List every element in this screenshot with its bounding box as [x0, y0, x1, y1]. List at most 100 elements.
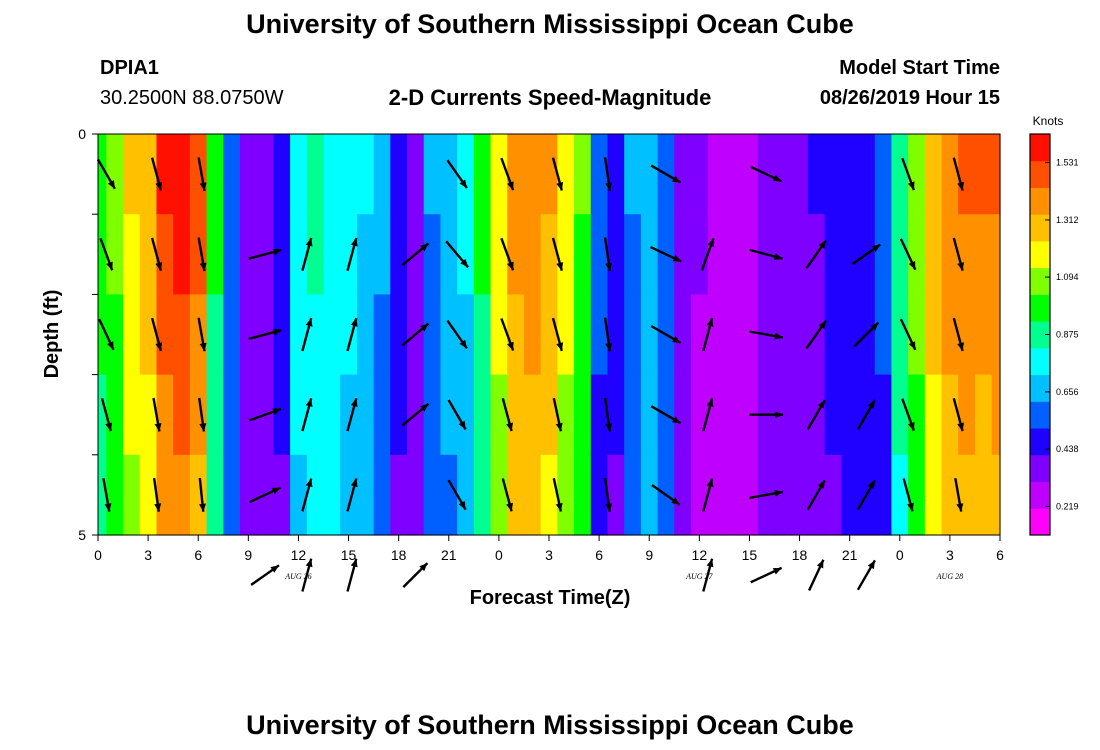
model-start-time: 08/26/2019 Hour 15	[819, 87, 1000, 109]
colorbar-tick-label: 0.219	[1056, 501, 1079, 511]
heat-cell	[98, 454, 107, 536]
colorbar-tick-label: 1.312	[1056, 215, 1079, 225]
colorbar-tick-label: 0.438	[1056, 444, 1079, 454]
current-arrow	[446, 159, 468, 189]
heat-cell	[340, 214, 358, 295]
heat-cell	[173, 214, 191, 295]
heat-cell	[540, 134, 558, 215]
current-arrow	[197, 237, 207, 272]
heat-cell	[908, 374, 926, 456]
heat-cell	[457, 294, 475, 376]
colorbar-unit: Knots	[1033, 114, 1064, 128]
current-arrow	[346, 478, 358, 512]
heat-cell	[423, 294, 442, 376]
heat-cell	[590, 134, 609, 215]
arrow-head	[817, 400, 825, 409]
heat-cell	[824, 374, 842, 456]
arrow-head	[305, 237, 313, 247]
arrow-head	[270, 565, 279, 573]
x-tick-label: 0	[896, 547, 904, 563]
heat-cell	[958, 294, 976, 376]
current-arrow	[248, 407, 282, 422]
current-arrow	[250, 564, 280, 586]
arrow-head	[458, 420, 466, 430]
heat-cell	[791, 294, 809, 376]
heat-cell	[440, 294, 458, 376]
heat-cell	[139, 374, 158, 456]
colorbar-swatch	[1030, 428, 1050, 456]
heat-cell	[306, 134, 325, 215]
heat-cell	[98, 134, 107, 215]
heat-cell	[741, 294, 759, 376]
heat-cell	[974, 214, 993, 295]
heat-cell	[123, 454, 141, 536]
current-arrow	[500, 237, 515, 271]
heat-cell	[407, 134, 425, 215]
heat-cell	[206, 134, 224, 215]
heat-cell	[356, 374, 375, 456]
current-arrow	[98, 318, 115, 351]
current-arrow	[445, 240, 470, 269]
current-arrow	[603, 157, 613, 192]
arrow-head	[957, 422, 964, 432]
colorbar-swatch	[1030, 454, 1050, 483]
arrow-head	[199, 262, 207, 271]
arrow-head	[107, 180, 115, 189]
current-arrow	[552, 478, 563, 512]
heat-cell	[791, 454, 809, 536]
current-arrow	[100, 397, 113, 432]
heat-cell	[223, 134, 241, 215]
current-arrow	[856, 479, 876, 511]
current-arrow	[150, 317, 163, 352]
heat-cell	[373, 454, 391, 536]
colorbar-tick-label: 1.094	[1056, 272, 1079, 282]
heat-cell	[774, 294, 792, 376]
current-arrow	[750, 165, 783, 183]
heat-cell	[574, 214, 592, 295]
heat-cell	[206, 454, 224, 536]
arrow-head	[199, 182, 207, 191]
colorbar-swatch	[1030, 214, 1050, 242]
arrow-head	[605, 503, 613, 512]
heat-cell	[206, 294, 224, 376]
current-arrow	[401, 402, 430, 427]
heat-cell	[356, 454, 375, 536]
current-arrow	[301, 397, 313, 432]
heat-cell	[189, 134, 208, 215]
arrow-head	[507, 181, 514, 191]
current-arrow	[603, 317, 613, 352]
arrow-head	[350, 398, 358, 407]
current-arrow	[805, 239, 827, 269]
y-tick-label: 5	[78, 527, 86, 543]
heat-cell	[490, 214, 508, 295]
heat-cell	[490, 374, 508, 456]
chart-title: 2-D Currents Speed-Magnitude	[388, 85, 712, 110]
arrow-head	[867, 560, 875, 570]
current-arrow	[552, 397, 563, 432]
heat-cell	[874, 214, 893, 295]
heat-cell	[473, 374, 492, 456]
heat-cell	[139, 454, 158, 536]
colorbar-swatch	[1030, 508, 1050, 536]
current-arrow	[401, 242, 430, 267]
current-arrow	[500, 318, 515, 351]
heat-cell	[941, 134, 959, 215]
heat-cell	[640, 214, 659, 295]
heat-cell	[640, 454, 659, 536]
colorbar-swatch	[1030, 347, 1050, 376]
x-axis-label: Forecast Time(Z)	[470, 587, 631, 609]
heat-cell	[189, 374, 208, 456]
heat-cell	[858, 134, 876, 215]
current-arrow	[952, 237, 964, 272]
heat-cell	[340, 454, 358, 536]
heat-cell	[741, 454, 759, 536]
heat-cell	[290, 294, 308, 376]
heat-cell	[106, 214, 124, 295]
arrow-head	[556, 181, 564, 191]
heat-cell	[590, 214, 609, 295]
heat-cell	[958, 134, 976, 215]
arrow-head	[107, 341, 114, 350]
heat-cell	[173, 454, 191, 536]
heat-cell	[123, 134, 141, 215]
heat-cell	[206, 374, 224, 456]
